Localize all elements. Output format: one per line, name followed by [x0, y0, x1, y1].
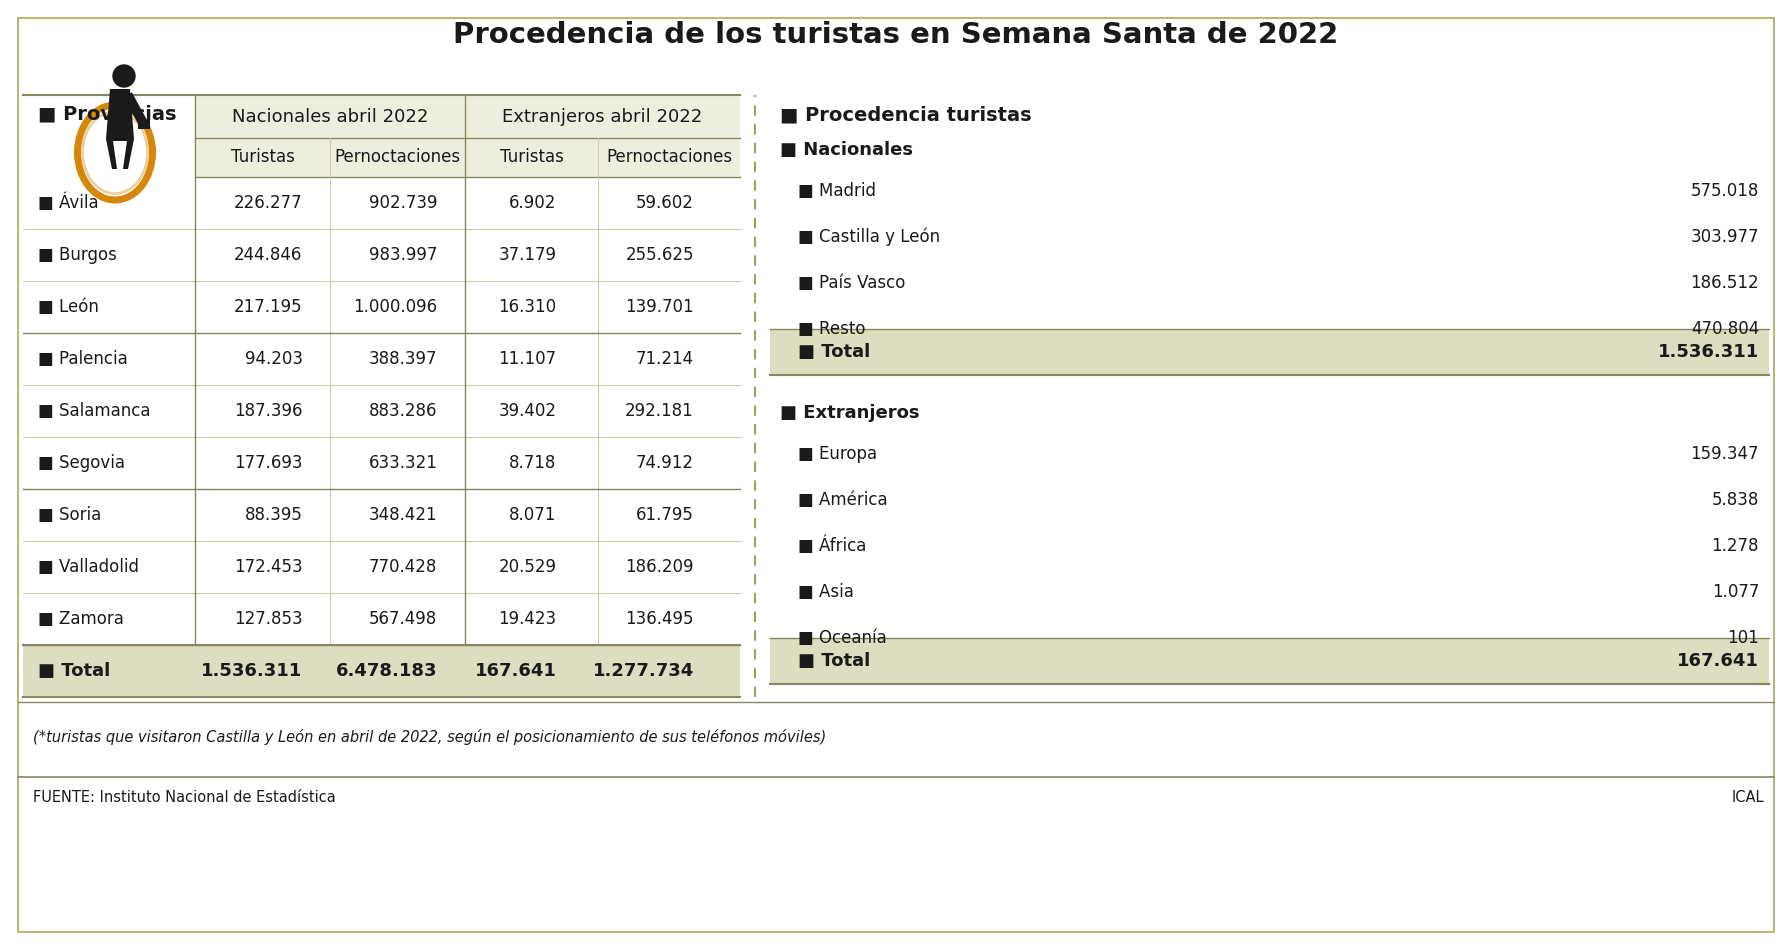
Text: 303.977: 303.977 — [1690, 228, 1760, 246]
Text: 127.853: 127.853 — [235, 610, 303, 628]
Text: ■ Total: ■ Total — [797, 652, 871, 670]
Text: 88.395: 88.395 — [246, 506, 303, 524]
Text: 59.602: 59.602 — [636, 194, 694, 212]
Text: 187.396: 187.396 — [235, 402, 303, 420]
Text: 8.071: 8.071 — [509, 506, 557, 524]
Text: 567.498: 567.498 — [369, 610, 437, 628]
Text: 136.495: 136.495 — [625, 610, 694, 628]
Text: 11.107: 11.107 — [498, 350, 557, 368]
Text: 8.718: 8.718 — [509, 454, 557, 472]
Text: Pernoctaciones: Pernoctaciones — [606, 148, 733, 166]
Text: 94.203: 94.203 — [244, 350, 303, 368]
Text: 101: 101 — [1727, 629, 1760, 647]
Text: ■ Madrid: ■ Madrid — [797, 182, 876, 200]
Text: 167.641: 167.641 — [475, 662, 557, 680]
Text: 139.701: 139.701 — [625, 298, 694, 316]
Text: ■ Oceanía: ■ Oceanía — [797, 629, 887, 647]
Text: 575.018: 575.018 — [1690, 182, 1760, 200]
Text: Turistas: Turistas — [500, 148, 563, 166]
Text: ■ Soria: ■ Soria — [38, 506, 102, 524]
Text: 167.641: 167.641 — [1677, 652, 1760, 670]
Text: ■ Resto: ■ Resto — [797, 320, 866, 338]
Text: FUENTE: Instituto Nacional de Estadística: FUENTE: Instituto Nacional de Estadístic… — [32, 789, 335, 805]
Text: ■ Ávila: ■ Ávila — [38, 194, 99, 212]
Text: 1.536.311: 1.536.311 — [1658, 343, 1760, 361]
Bar — [195, 138, 740, 177]
Bar — [23, 645, 740, 697]
Text: 20.529: 20.529 — [498, 558, 557, 576]
Text: ■ África: ■ África — [797, 537, 866, 555]
Text: 255.625: 255.625 — [625, 246, 694, 264]
Polygon shape — [106, 89, 134, 169]
Text: ■ América: ■ América — [797, 491, 887, 509]
Text: Nacionales abril 2022: Nacionales abril 2022 — [231, 107, 428, 125]
Text: ICAL: ICAL — [1731, 789, 1763, 805]
Text: 348.421: 348.421 — [369, 506, 437, 524]
Text: ■ Segovia: ■ Segovia — [38, 454, 125, 472]
Text: 6.902: 6.902 — [509, 194, 557, 212]
Text: Turistas: Turistas — [231, 148, 294, 166]
Text: ■ Provincias: ■ Provincias — [38, 104, 176, 123]
Text: ■ Burgos: ■ Burgos — [38, 246, 116, 264]
Text: 292.181: 292.181 — [625, 402, 694, 420]
Bar — [138, 120, 151, 129]
Text: 244.846: 244.846 — [235, 246, 303, 264]
Text: 1.077: 1.077 — [1711, 583, 1760, 601]
Text: ■ Salamanca: ■ Salamanca — [38, 402, 151, 420]
Bar — [771, 329, 1769, 375]
Text: 226.277: 226.277 — [235, 194, 303, 212]
Text: 983.997: 983.997 — [369, 246, 437, 264]
Text: 16.310: 16.310 — [498, 298, 557, 316]
Text: ■ Total: ■ Total — [38, 662, 111, 680]
Text: 74.912: 74.912 — [636, 454, 694, 472]
Text: 633.321: 633.321 — [369, 454, 437, 472]
Text: 172.453: 172.453 — [235, 558, 303, 576]
Text: 217.195: 217.195 — [235, 298, 303, 316]
Text: 1.536.311: 1.536.311 — [201, 662, 303, 680]
Bar — [771, 638, 1769, 684]
Text: ■ Palencia: ■ Palencia — [38, 350, 127, 368]
Text: ■ Nacionales: ■ Nacionales — [780, 141, 912, 159]
Text: 186.512: 186.512 — [1690, 274, 1760, 292]
Text: ■ Asia: ■ Asia — [797, 583, 853, 601]
Text: Extranjeros abril 2022: Extranjeros abril 2022 — [502, 107, 702, 125]
Text: 770.428: 770.428 — [369, 558, 437, 576]
Text: ■ León: ■ León — [38, 298, 99, 316]
Text: 1.278: 1.278 — [1711, 537, 1760, 555]
Text: ■ País Vasco: ■ País Vasco — [797, 274, 905, 292]
Text: (*turistas que visitaron Castilla y León en abril de 2022, según el posicionamie: (*turistas que visitaron Castilla y León… — [32, 729, 826, 745]
Text: 39.402: 39.402 — [498, 402, 557, 420]
Text: 19.423: 19.423 — [498, 610, 557, 628]
Text: 71.214: 71.214 — [636, 350, 694, 368]
Text: ■ Valladolid: ■ Valladolid — [38, 558, 140, 576]
Text: 1.000.096: 1.000.096 — [353, 298, 437, 316]
Text: 177.693: 177.693 — [235, 454, 303, 472]
Text: 186.209: 186.209 — [625, 558, 694, 576]
Text: 5.838: 5.838 — [1711, 491, 1760, 509]
Text: 388.397: 388.397 — [369, 350, 437, 368]
Text: ■ Procedencia turistas: ■ Procedencia turistas — [780, 105, 1032, 124]
Text: 37.179: 37.179 — [498, 246, 557, 264]
Text: 902.739: 902.739 — [369, 194, 437, 212]
Text: ■ Extranjeros: ■ Extranjeros — [780, 404, 919, 422]
Text: 6.478.183: 6.478.183 — [337, 662, 437, 680]
Text: 61.795: 61.795 — [636, 506, 694, 524]
Text: Pernoctaciones: Pernoctaciones — [335, 148, 461, 166]
Text: Procedencia de los turistas en Semana Santa de 2022: Procedencia de los turistas en Semana Sa… — [453, 21, 1339, 49]
Text: 470.804: 470.804 — [1690, 320, 1760, 338]
Text: 883.286: 883.286 — [369, 402, 437, 420]
Text: ■ Castilla y León: ■ Castilla y León — [797, 228, 941, 246]
Text: ■ Zamora: ■ Zamora — [38, 610, 124, 628]
Text: ■ Total: ■ Total — [797, 343, 871, 361]
Text: ■ Europa: ■ Europa — [797, 445, 876, 463]
Bar — [195, 95, 740, 138]
Text: 1.277.734: 1.277.734 — [593, 662, 694, 680]
Text: 159.347: 159.347 — [1690, 445, 1760, 463]
Circle shape — [113, 65, 134, 87]
